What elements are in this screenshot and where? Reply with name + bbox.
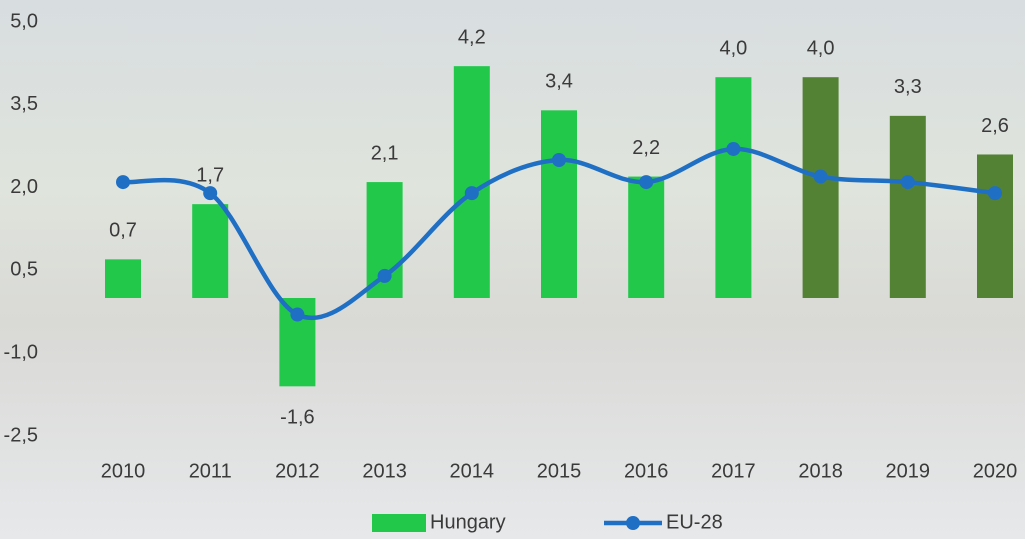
bar [628,177,664,298]
background [0,0,1025,539]
value-label: 0,7 [109,220,137,242]
x-tick-label: 2016 [624,460,669,482]
bar [890,116,926,298]
value-label: 2,1 [371,142,399,164]
value-label: 4,0 [719,37,747,59]
bar [454,66,490,298]
x-tick-label: 2019 [886,460,931,482]
bar [803,77,839,298]
legend-label: Hungary [430,511,506,533]
value-label: 3,4 [545,71,573,93]
x-tick-label: 2018 [798,460,843,482]
value-label: 1,7 [196,164,224,186]
value-label: 4,0 [807,37,835,59]
chart: -2,5 -1,0 0,5 2,0 3,5 5,0 2010 2011 2012 2013 2014… [0,0,1025,539]
bar [192,204,228,298]
line-marker [814,170,828,184]
bar [541,110,577,298]
value-label: 4,2 [458,26,486,48]
line-marker [116,175,130,189]
y-tick-label: 5,0 [10,10,38,32]
x-tick-label: 2012 [275,460,320,482]
line-marker [901,175,915,189]
line-marker [988,186,1002,200]
y-tick-label: 2,0 [10,176,38,198]
y-tick-label: -2,5 [4,424,38,446]
line-marker [726,142,740,156]
line-marker [465,186,479,200]
x-tick-label: 2017 [711,460,756,482]
legend-label: EU-28 [666,511,723,533]
line-marker [639,175,653,189]
value-label: 2,6 [981,115,1009,137]
y-tick-label: -1,0 [4,341,38,363]
y-tick-label: 3,5 [10,93,38,115]
line-marker [290,308,304,322]
x-tick-label: 2011 [189,460,232,482]
value-label: 3,3 [894,76,922,98]
bar [977,154,1013,298]
value-label: -1,6 [280,407,314,429]
legend-swatch [372,514,426,532]
bar [105,259,141,298]
line-marker [203,186,217,200]
line-marker [378,269,392,283]
legend-swatch [626,516,640,530]
bar [715,77,751,298]
y-tick-label: 0,5 [10,259,38,281]
x-tick-label: 2014 [450,460,495,482]
value-label: 2,2 [632,137,660,159]
x-tick-label: 2015 [537,460,582,482]
x-tick-label: 2010 [101,460,146,482]
x-tick-label: 2020 [973,460,1018,482]
line-marker [552,153,566,167]
x-tick-label: 2013 [362,460,407,482]
